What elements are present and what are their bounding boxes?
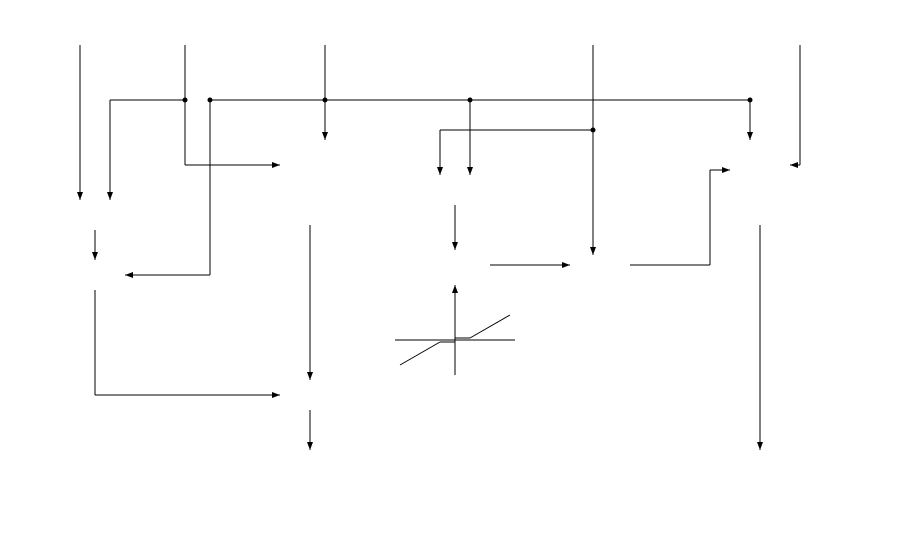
plus-sign: +	[418, 152, 426, 169]
sigma2-block: Σ	[570, 250, 630, 280]
sigma3-block: Σ	[280, 380, 340, 410]
fx-block: f(x)	[425, 250, 490, 280]
minus2-sign: −	[600, 228, 608, 245]
deltaP-label: ΔP	[520, 330, 539, 348]
input-po-label: po	[178, 22, 192, 42]
ki-left-block: K ∫	[280, 140, 340, 225]
input-PE-label: PE	[792, 22, 809, 42]
bd-output-label: 锅炉指令BD	[270, 455, 356, 479]
figure-caption: 以能量平衡信号为前馈信号的协调控制方案	[300, 520, 604, 544]
input-pT-label: pT	[316, 22, 331, 42]
input-p1-label: p1	[73, 22, 87, 42]
multiply-block: ×	[65, 260, 125, 290]
sigma1-block: Σ	[425, 175, 485, 205]
td-output-label: 汽机指令TD	[720, 455, 805, 479]
divide-block: ÷	[65, 200, 125, 230]
input-P0-label: P0	[585, 22, 600, 42]
ki-right-block: K ∫	[730, 140, 790, 225]
minus1-sign: −	[478, 152, 486, 169]
ratio-label: p₁po/pT	[110, 305, 154, 324]
